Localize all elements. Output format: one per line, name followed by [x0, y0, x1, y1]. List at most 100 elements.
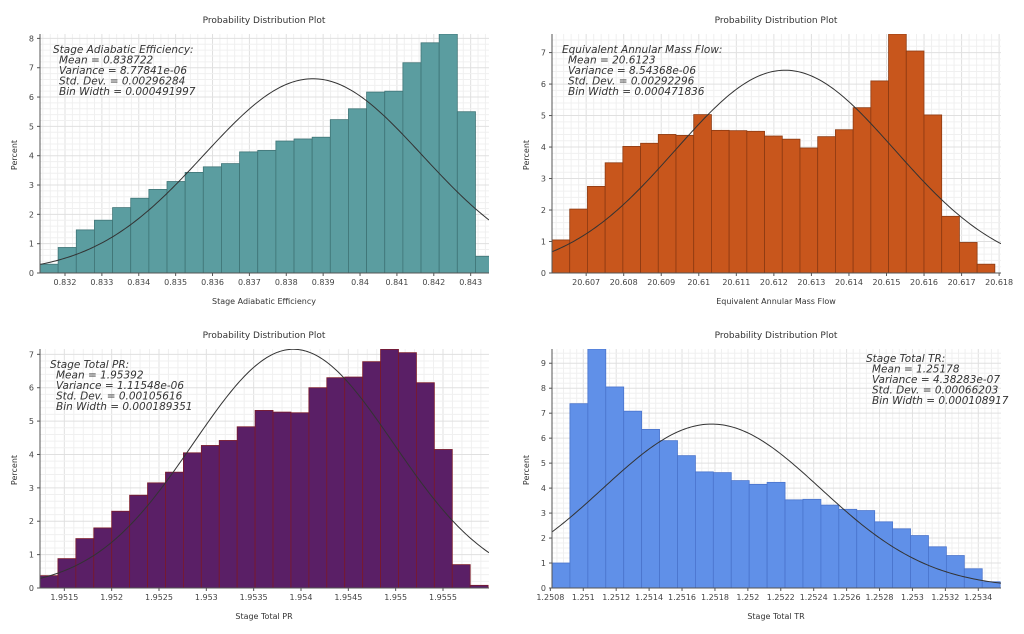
histogram-bar: [218, 440, 238, 588]
histogram-bar: [730, 480, 750, 588]
y-tick-label: 1: [29, 551, 34, 560]
x-tick-label: 1.2526: [833, 593, 861, 602]
histogram-bar: [469, 584, 489, 588]
x-tick-label: 1.9525: [145, 593, 173, 602]
stats-value: 0.00292296: [631, 76, 695, 88]
histogram-bar: [852, 107, 872, 273]
histogram-bar: [802, 498, 822, 588]
x-tick-label: 20.613: [797, 278, 825, 287]
histogram-bar: [945, 555, 965, 588]
histogram-panel-total-pr: 1.9515 1.952 1.9525 1.953 1.9535 1.954 1.9545 1…: [0, 315, 512, 630]
histogram-bar: [569, 208, 588, 273]
histogram-bar: [941, 215, 960, 273]
x-axis-label: Equivalent Annular Mass Flow: [716, 297, 836, 306]
stats-heading: Equivalent Annular Mass Flow:: [562, 44, 722, 56]
histogram-bar: [420, 42, 440, 273]
x-tick-label: 0.832: [54, 278, 77, 287]
x-tick-label: 1.2518: [701, 593, 729, 602]
stats-label: Bin Width: [59, 86, 110, 98]
histogram-bar: [75, 229, 95, 273]
histogram-bar: [677, 455, 696, 588]
histogram-bar: [817, 136, 836, 273]
histogram-bar: [183, 452, 202, 588]
stats-line: Mean = 1.95392: [56, 370, 144, 382]
stats-equals: =: [923, 395, 938, 407]
stats-equals: =: [106, 76, 121, 88]
y-tick-label: 5: [541, 112, 546, 121]
stats-equals: =: [88, 55, 103, 67]
histogram-bar: [329, 119, 349, 273]
histogram-bar: [675, 134, 695, 273]
x-tick-label: 1.2522: [767, 593, 795, 602]
x-tick-label: 1.2524: [800, 593, 828, 602]
x-tick-label: 20.611: [722, 278, 750, 287]
histogram-bar: [380, 349, 399, 588]
x-tick-label: 1.2528: [866, 593, 894, 602]
x-tick-label: 0.842: [422, 278, 445, 287]
histogram-bar: [416, 382, 435, 588]
histogram-bar: [326, 377, 346, 588]
histogram-bar: [254, 410, 274, 588]
y-tick-label: 4: [29, 450, 34, 459]
x-tick-label: 0.836: [201, 278, 224, 287]
y-tick-label: 6: [29, 93, 34, 102]
histogram-bar: [438, 34, 458, 273]
x-tick-label: 20.609: [647, 278, 675, 287]
histogram-bar: [290, 412, 310, 588]
x-tick-label: 1.2534: [964, 593, 992, 602]
stats-line: Std. Dev. = 0.00296284: [59, 76, 185, 88]
y-tick-label: 9: [541, 359, 546, 368]
x-tick-label: 20.607: [572, 278, 600, 287]
x-tick-label: 0.834: [127, 278, 150, 287]
y-tick-label: 8: [541, 384, 546, 393]
stats-heading: Stage Total TR:: [866, 353, 945, 365]
histogram-bar: [640, 142, 659, 273]
histogram-bar: [870, 80, 889, 273]
stats-equals: =: [901, 364, 916, 376]
stats-value: 1.25178: [916, 364, 960, 376]
x-axis-label: Stage Total TR: [747, 612, 805, 621]
stats-line: Mean = 0.838722: [59, 55, 154, 67]
histogram-bar: [746, 130, 765, 273]
x-tick-label: 1.2516: [668, 593, 696, 602]
stats-heading: Stage Total PR:: [50, 359, 129, 371]
histogram-bar: [923, 114, 943, 273]
histogram-bar: [587, 186, 606, 273]
histogram-bar: [94, 219, 113, 273]
stats-value: 0.00066203: [935, 385, 998, 397]
stats-line: Std. Dev. = 0.00066203: [872, 385, 998, 397]
y-axis-label: Percent: [10, 140, 19, 170]
x-tick-label: 0.839: [312, 278, 335, 287]
y-tick-label: 1: [541, 238, 546, 247]
y-tick-label: 6: [541, 434, 546, 443]
histogram-bar: [257, 150, 277, 273]
histogram-bar: [184, 172, 204, 273]
stats-equals: =: [110, 86, 125, 98]
histogram-bar: [362, 361, 381, 588]
histogram-bar: [366, 91, 386, 273]
y-tick-label: 3: [29, 484, 34, 493]
y-tick-label: 0: [541, 584, 546, 593]
histogram-bar: [835, 129, 854, 273]
x-tick-label: 20.612: [760, 278, 788, 287]
histogram-bar: [433, 449, 453, 588]
stats-label: Std. Dev.: [872, 385, 919, 397]
histogram-bar: [236, 426, 256, 588]
x-tick-label: 1.954: [290, 593, 313, 602]
stats-value: 20.6123: [612, 55, 655, 67]
histogram-bar: [874, 521, 894, 588]
histogram-bar: [976, 263, 996, 273]
x-tick-label: 0.838: [275, 278, 298, 287]
histogram-bar: [905, 50, 925, 273]
stats-value: 4.38283e-07: [933, 374, 1000, 386]
x-tick-label: 20.616: [910, 278, 938, 287]
x-tick-label: 1.2514: [635, 593, 663, 602]
histogram-bar: [311, 136, 331, 273]
histogram-bar: [308, 387, 328, 588]
stats-label: Mean: [56, 370, 85, 382]
x-tick-label: 1.9535: [240, 593, 268, 602]
stats-line: Bin Width = 0.000108917: [872, 395, 1009, 407]
stats-value: 0.838722: [103, 55, 153, 67]
stats-label: Std. Dev.: [568, 76, 615, 88]
x-tick-label: 1.952: [100, 593, 123, 602]
